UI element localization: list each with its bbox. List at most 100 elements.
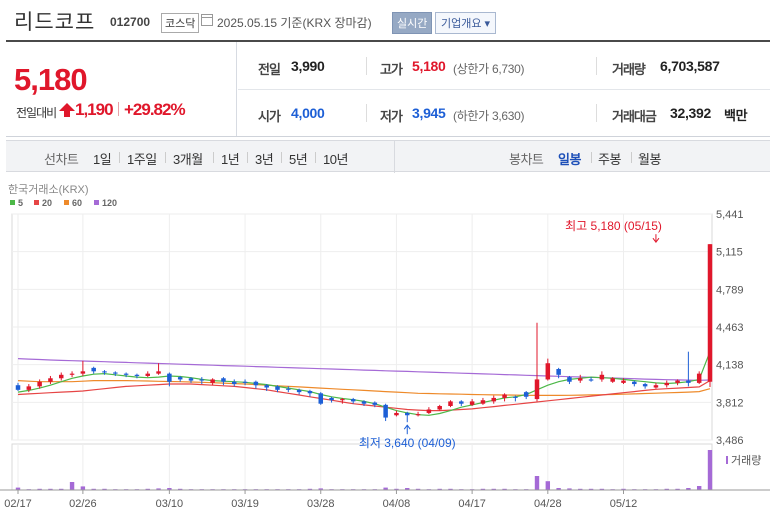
volume-bar bbox=[145, 488, 150, 490]
candle-body bbox=[253, 381, 259, 386]
candle-body bbox=[113, 372, 118, 374]
volume-bar bbox=[567, 488, 572, 490]
change-divider bbox=[118, 102, 119, 116]
y-tick-label: 4,789 bbox=[716, 284, 744, 296]
x-tick-label: 02/26 bbox=[69, 498, 97, 510]
candles bbox=[15, 244, 713, 423]
candle-body bbox=[383, 404, 388, 418]
y-tick-label: 4,463 bbox=[716, 322, 744, 334]
candle-body bbox=[686, 380, 691, 383]
top-divider bbox=[6, 40, 770, 42]
high-value: 5,180 bbox=[412, 58, 446, 74]
candle-body bbox=[588, 379, 594, 381]
candle-body bbox=[545, 363, 551, 380]
cell-divider bbox=[596, 57, 597, 75]
candle-body bbox=[480, 400, 486, 404]
candle-chart-label: 봉차트 bbox=[509, 152, 544, 167]
change-rate: +29.82% bbox=[124, 100, 186, 119]
candle-body bbox=[296, 389, 302, 393]
axes: 5,441 5,115 4,789 4,463 4,138 3,812 3,486 02/17… bbox=[0, 209, 770, 510]
high-cell: 고가 5,180 (상한가 6,730) bbox=[380, 42, 600, 89]
candle-body bbox=[599, 374, 605, 380]
volume-bar bbox=[415, 488, 421, 490]
volume-bar bbox=[80, 486, 86, 490]
y-tick-label: 5,441 bbox=[716, 209, 744, 221]
low-value: 3,945 bbox=[412, 105, 446, 121]
candle-body bbox=[286, 388, 291, 390]
candle-body bbox=[664, 382, 669, 386]
volume-bar bbox=[69, 482, 75, 490]
candle-body bbox=[578, 378, 583, 381]
candle-body bbox=[91, 367, 96, 372]
ma120-line bbox=[17, 358, 711, 381]
amount-cell: 거래대금 32,392 백만 bbox=[612, 89, 770, 136]
tab-3y[interactable]: 3년 bbox=[255, 152, 274, 167]
amount-unit: 백만 bbox=[724, 108, 748, 123]
volume-bar bbox=[621, 488, 626, 490]
tab-1d[interactable]: 1일 bbox=[93, 152, 112, 167]
tab-monthly[interactable]: 월봉 bbox=[638, 152, 661, 167]
candle-body bbox=[275, 386, 280, 390]
volume-bar bbox=[48, 488, 53, 490]
candle-body bbox=[394, 412, 399, 416]
volume-bar bbox=[167, 488, 172, 490]
up-arrow-icon bbox=[59, 103, 75, 117]
volume-bar bbox=[578, 488, 583, 490]
line-chart-label: 선차트 bbox=[44, 152, 79, 167]
high-annotation: 최고 5,180 (05/15) bbox=[565, 219, 662, 233]
candle-body bbox=[340, 399, 345, 401]
candle-body bbox=[232, 381, 237, 385]
volume-frame bbox=[11, 443, 713, 491]
amount-label: 거래대금 bbox=[612, 109, 657, 124]
volume-bar bbox=[480, 488, 486, 490]
realtime-button[interactable]: 실시간 bbox=[392, 12, 433, 34]
open-cell: 시가 4,000 bbox=[258, 89, 378, 136]
volume-bar bbox=[405, 488, 410, 490]
tab-3m[interactable]: 3개월 bbox=[173, 152, 203, 167]
tab-1y[interactable]: 1년 bbox=[221, 152, 240, 167]
candle-body bbox=[123, 373, 129, 375]
candle-body bbox=[145, 373, 150, 376]
candle-body bbox=[642, 384, 648, 387]
candle-body bbox=[426, 409, 432, 413]
volume-bar bbox=[15, 487, 21, 490]
tab-divider bbox=[315, 152, 316, 163]
tab-5y[interactable]: 5년 bbox=[289, 152, 308, 167]
volume-bar bbox=[675, 488, 680, 490]
candle-body bbox=[177, 377, 183, 380]
x-tick-label: 04/28 bbox=[534, 498, 562, 510]
candle-body bbox=[469, 401, 475, 405]
y-tick-label: 4,138 bbox=[716, 360, 744, 372]
cell-divider bbox=[596, 104, 597, 122]
candle-body bbox=[188, 378, 194, 381]
legend-swatch bbox=[64, 200, 69, 205]
tab-divider bbox=[119, 152, 120, 163]
candle-body bbox=[610, 378, 615, 382]
candle-body bbox=[210, 379, 215, 383]
candlestick-chart: 한국거래소(KRX) 5 20 60 120 거래량 최고 5,180 (05/15)… bbox=[0, 183, 770, 510]
calendar-icon bbox=[201, 14, 213, 26]
company-overview-button[interactable]: 기업개요 ▾ bbox=[435, 12, 497, 34]
candle-body bbox=[513, 396, 518, 398]
annotations: 최고 5,180 (05/15) 최저 3,640 (04/09) bbox=[359, 219, 662, 450]
stock-code: 012700 bbox=[110, 15, 151, 29]
volume-bar bbox=[437, 488, 442, 490]
candle-body bbox=[307, 390, 313, 394]
header: 리드코프 012700 코스닥 2025.05.15 기준(KRX 장마감) 실… bbox=[0, 0, 770, 40]
tab-1w[interactable]: 1주일 bbox=[127, 152, 157, 167]
tab-weekly[interactable]: 주봉 bbox=[598, 152, 621, 167]
low-annotation: 최저 3,640 (04/09) bbox=[359, 436, 456, 450]
candle-body bbox=[696, 373, 702, 383]
volume-bar bbox=[448, 488, 453, 490]
open-label: 시가 bbox=[258, 109, 281, 124]
volume-value: 6,703,587 bbox=[660, 58, 720, 74]
ma60-line bbox=[17, 380, 711, 396]
tab-daily[interactable]: 일봉 bbox=[558, 152, 581, 167]
candle-body bbox=[437, 406, 442, 410]
ma20-line bbox=[17, 380, 711, 412]
tab-divider bbox=[281, 152, 282, 163]
tab-10y[interactable]: 10년 bbox=[323, 152, 348, 167]
volume-bar bbox=[383, 487, 388, 490]
volume-bar bbox=[307, 488, 313, 490]
x-tick-label: 02/17 bbox=[4, 498, 32, 510]
